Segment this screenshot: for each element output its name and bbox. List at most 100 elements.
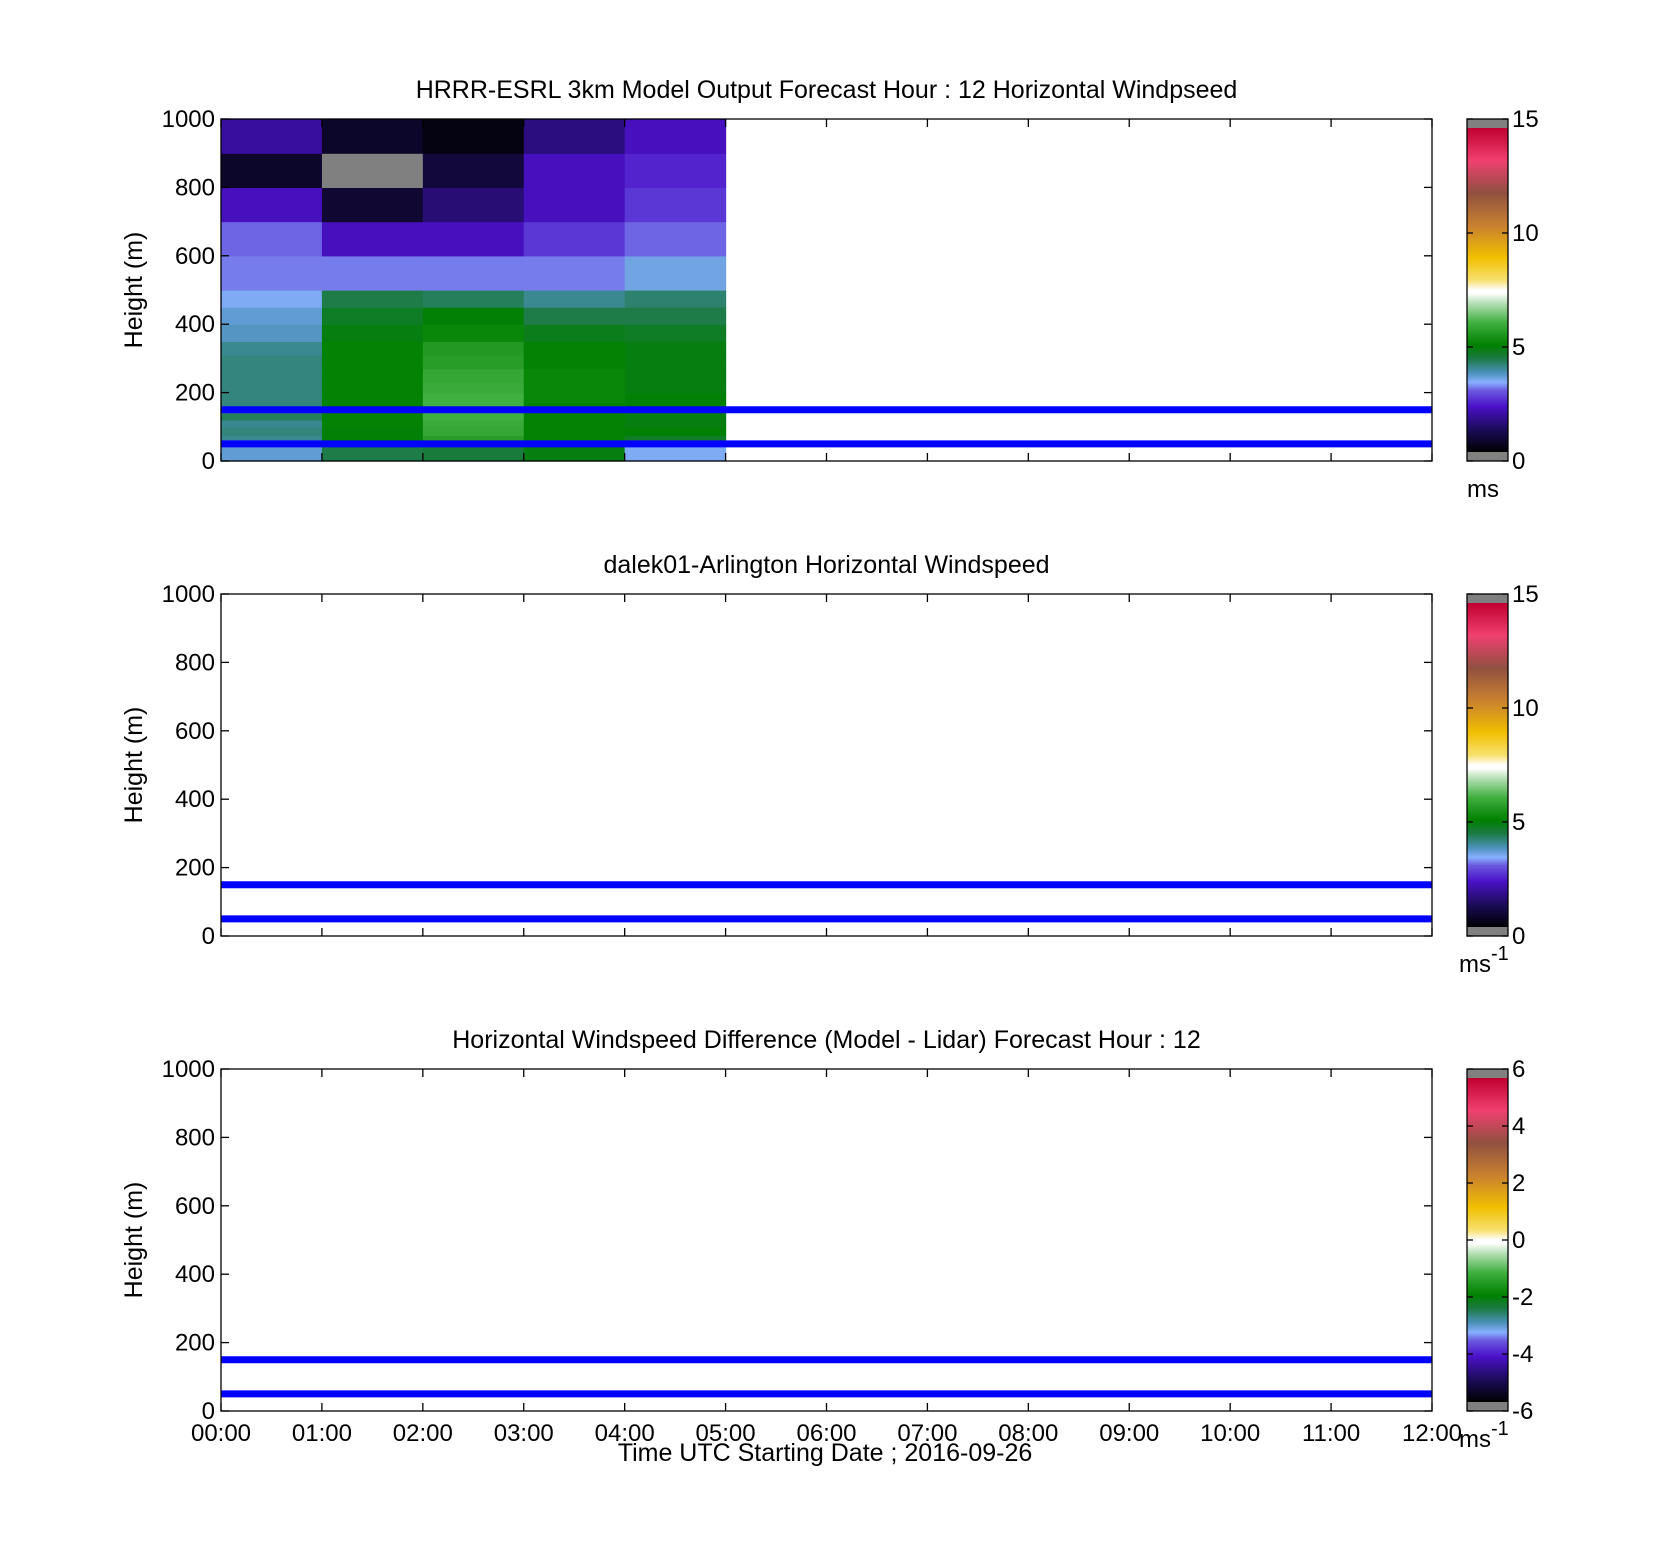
heatmap-cell <box>523 426 626 436</box>
heatmap-cell <box>523 419 626 428</box>
x-tick-label: 07:00 <box>897 1420 957 1447</box>
heatmap-cell <box>321 255 424 291</box>
colorbar-over-cap <box>1467 594 1508 603</box>
heatmap-cell <box>422 354 525 370</box>
heatmap-cell <box>523 324 626 342</box>
heatmap-cell <box>221 443 323 454</box>
heatmap-cell <box>523 354 626 370</box>
colorbar-unit-exponent: -1 <box>1491 1418 1509 1440</box>
heatmap-cell <box>523 221 626 257</box>
heatmap-cell <box>422 221 525 257</box>
heatmap-cell <box>523 443 626 454</box>
y-tick-label: 0 <box>202 448 215 475</box>
colorbar-over-cap <box>1467 1069 1508 1078</box>
heatmap-cell <box>221 452 323 462</box>
x-tick-label: 12:00 <box>1402 1420 1462 1447</box>
heatmap-cell <box>221 382 323 394</box>
colorbar-tick-label: 4 <box>1512 1113 1525 1140</box>
colorbar: -6 -4 -2 0 2 4 6 ms-1 <box>1459 1056 1533 1453</box>
heatmap-cell <box>523 368 626 383</box>
heatmap-cell <box>624 392 727 404</box>
heatmap-cell <box>221 255 323 291</box>
x-tick-label: 03:00 <box>494 1420 554 1447</box>
heatmap-cell <box>624 324 727 342</box>
heatmap-cell <box>422 307 525 325</box>
heatmap-cell <box>321 221 424 257</box>
heatmap-cell <box>624 452 727 462</box>
panel-1: 0 200 400 600 800 1000 HRRR-ESRL 3km Model Out… <box>120 76 1539 503</box>
heatmap-cell <box>422 153 525 188</box>
y-tick-label: 600 <box>175 718 215 745</box>
heatmap-cell <box>221 419 323 428</box>
x-tick-label: 08:00 <box>998 1420 1058 1447</box>
colorbar-unit: ms <box>1459 1426 1491 1453</box>
heatmap-cell <box>624 354 727 370</box>
colorbar-tick-label: 0 <box>1512 1227 1525 1254</box>
colorbar-gradient <box>1467 603 1508 927</box>
y-tick-label: 1000 <box>162 106 215 133</box>
heatmap-cell <box>321 435 424 445</box>
colorbar-under-cap <box>1467 452 1508 461</box>
heatmap-cell <box>624 368 727 383</box>
heatmap-cell <box>422 368 525 383</box>
panel-title: dalek01-Arlington Horizontal Windspeed <box>603 551 1049 579</box>
heatmap-cell <box>221 324 323 342</box>
colorbar-tick-label: 0 <box>1512 923 1525 950</box>
panel-2: 0 200 400 600 800 1000 dalek01-Arlington Horiz… <box>120 551 1539 978</box>
colorbar-gradient <box>1467 1078 1508 1402</box>
heatmap-cell <box>221 392 323 404</box>
x-tick-label: 09:00 <box>1099 1420 1159 1447</box>
y-tick-label: 200 <box>175 380 215 407</box>
heatmap-cell <box>221 341 323 356</box>
y-tick-label: 200 <box>175 1330 215 1357</box>
y-tick-label: 0 <box>202 1398 215 1425</box>
colorbar-tick-label: 15 <box>1512 106 1539 133</box>
x-tick-label: 11:00 <box>1302 1420 1360 1447</box>
colorbar-tick-label: 10 <box>1512 695 1539 722</box>
y-tick-label: 800 <box>175 1124 215 1151</box>
x-tick-label: 00:00 <box>191 1420 251 1447</box>
heatmap-cell <box>624 443 727 454</box>
y-axis-label: Height (m) <box>120 232 148 349</box>
y-tick-label: 0 <box>202 923 215 950</box>
colorbar: 0 5 10 15 ms <box>1466 106 1539 503</box>
heatmap-cell <box>321 426 424 436</box>
heatmap-cell <box>221 413 323 421</box>
heatmap-cell <box>221 119 323 154</box>
heatmap-cell <box>624 119 727 154</box>
heatmap-cell <box>321 153 424 188</box>
colorbar-frame <box>1466 593 1509 937</box>
heatmap-cell <box>221 221 323 257</box>
heatmap-cell <box>523 452 626 462</box>
heatmap-cell <box>624 419 727 428</box>
colorbar-unit: ms <box>1459 951 1491 978</box>
heatmap-cell <box>422 452 525 462</box>
heatmap-cell <box>221 426 323 436</box>
y-tick-label: 200 <box>175 855 215 882</box>
x-tick-label: 10:00 <box>1200 1420 1260 1447</box>
heatmap-cell <box>523 413 626 421</box>
heatmap-cell <box>321 119 424 154</box>
heatmap-cell <box>523 435 626 445</box>
colorbar-unit: ms <box>1467 476 1499 503</box>
heatmap-cell <box>624 153 727 188</box>
heatmap-cell <box>523 290 626 308</box>
heatmap-cell <box>221 290 323 308</box>
heatmap-cell <box>624 187 727 223</box>
colorbar-unit-label: ms <box>1467 476 1499 503</box>
heatmap-cell <box>221 368 323 383</box>
heatmap-cell <box>321 382 424 394</box>
colorbar-tick-label: 6 <box>1512 1056 1525 1083</box>
heatmap-cell <box>221 187 323 223</box>
heatmap-cell <box>221 435 323 445</box>
heatmap-cell <box>624 382 727 394</box>
y-tick-label: 400 <box>175 1261 215 1288</box>
heatmap-cell <box>321 392 424 404</box>
y-tick-label: 800 <box>175 649 215 676</box>
y-tick-label: 1000 <box>162 1056 215 1083</box>
x-tick-label: 06:00 <box>796 1420 856 1447</box>
heatmap-cell <box>422 255 525 291</box>
heatmap-cell <box>221 307 323 325</box>
colorbar-unit-label: ms-1 <box>1459 1418 1509 1453</box>
heatmap-cell <box>321 413 424 421</box>
